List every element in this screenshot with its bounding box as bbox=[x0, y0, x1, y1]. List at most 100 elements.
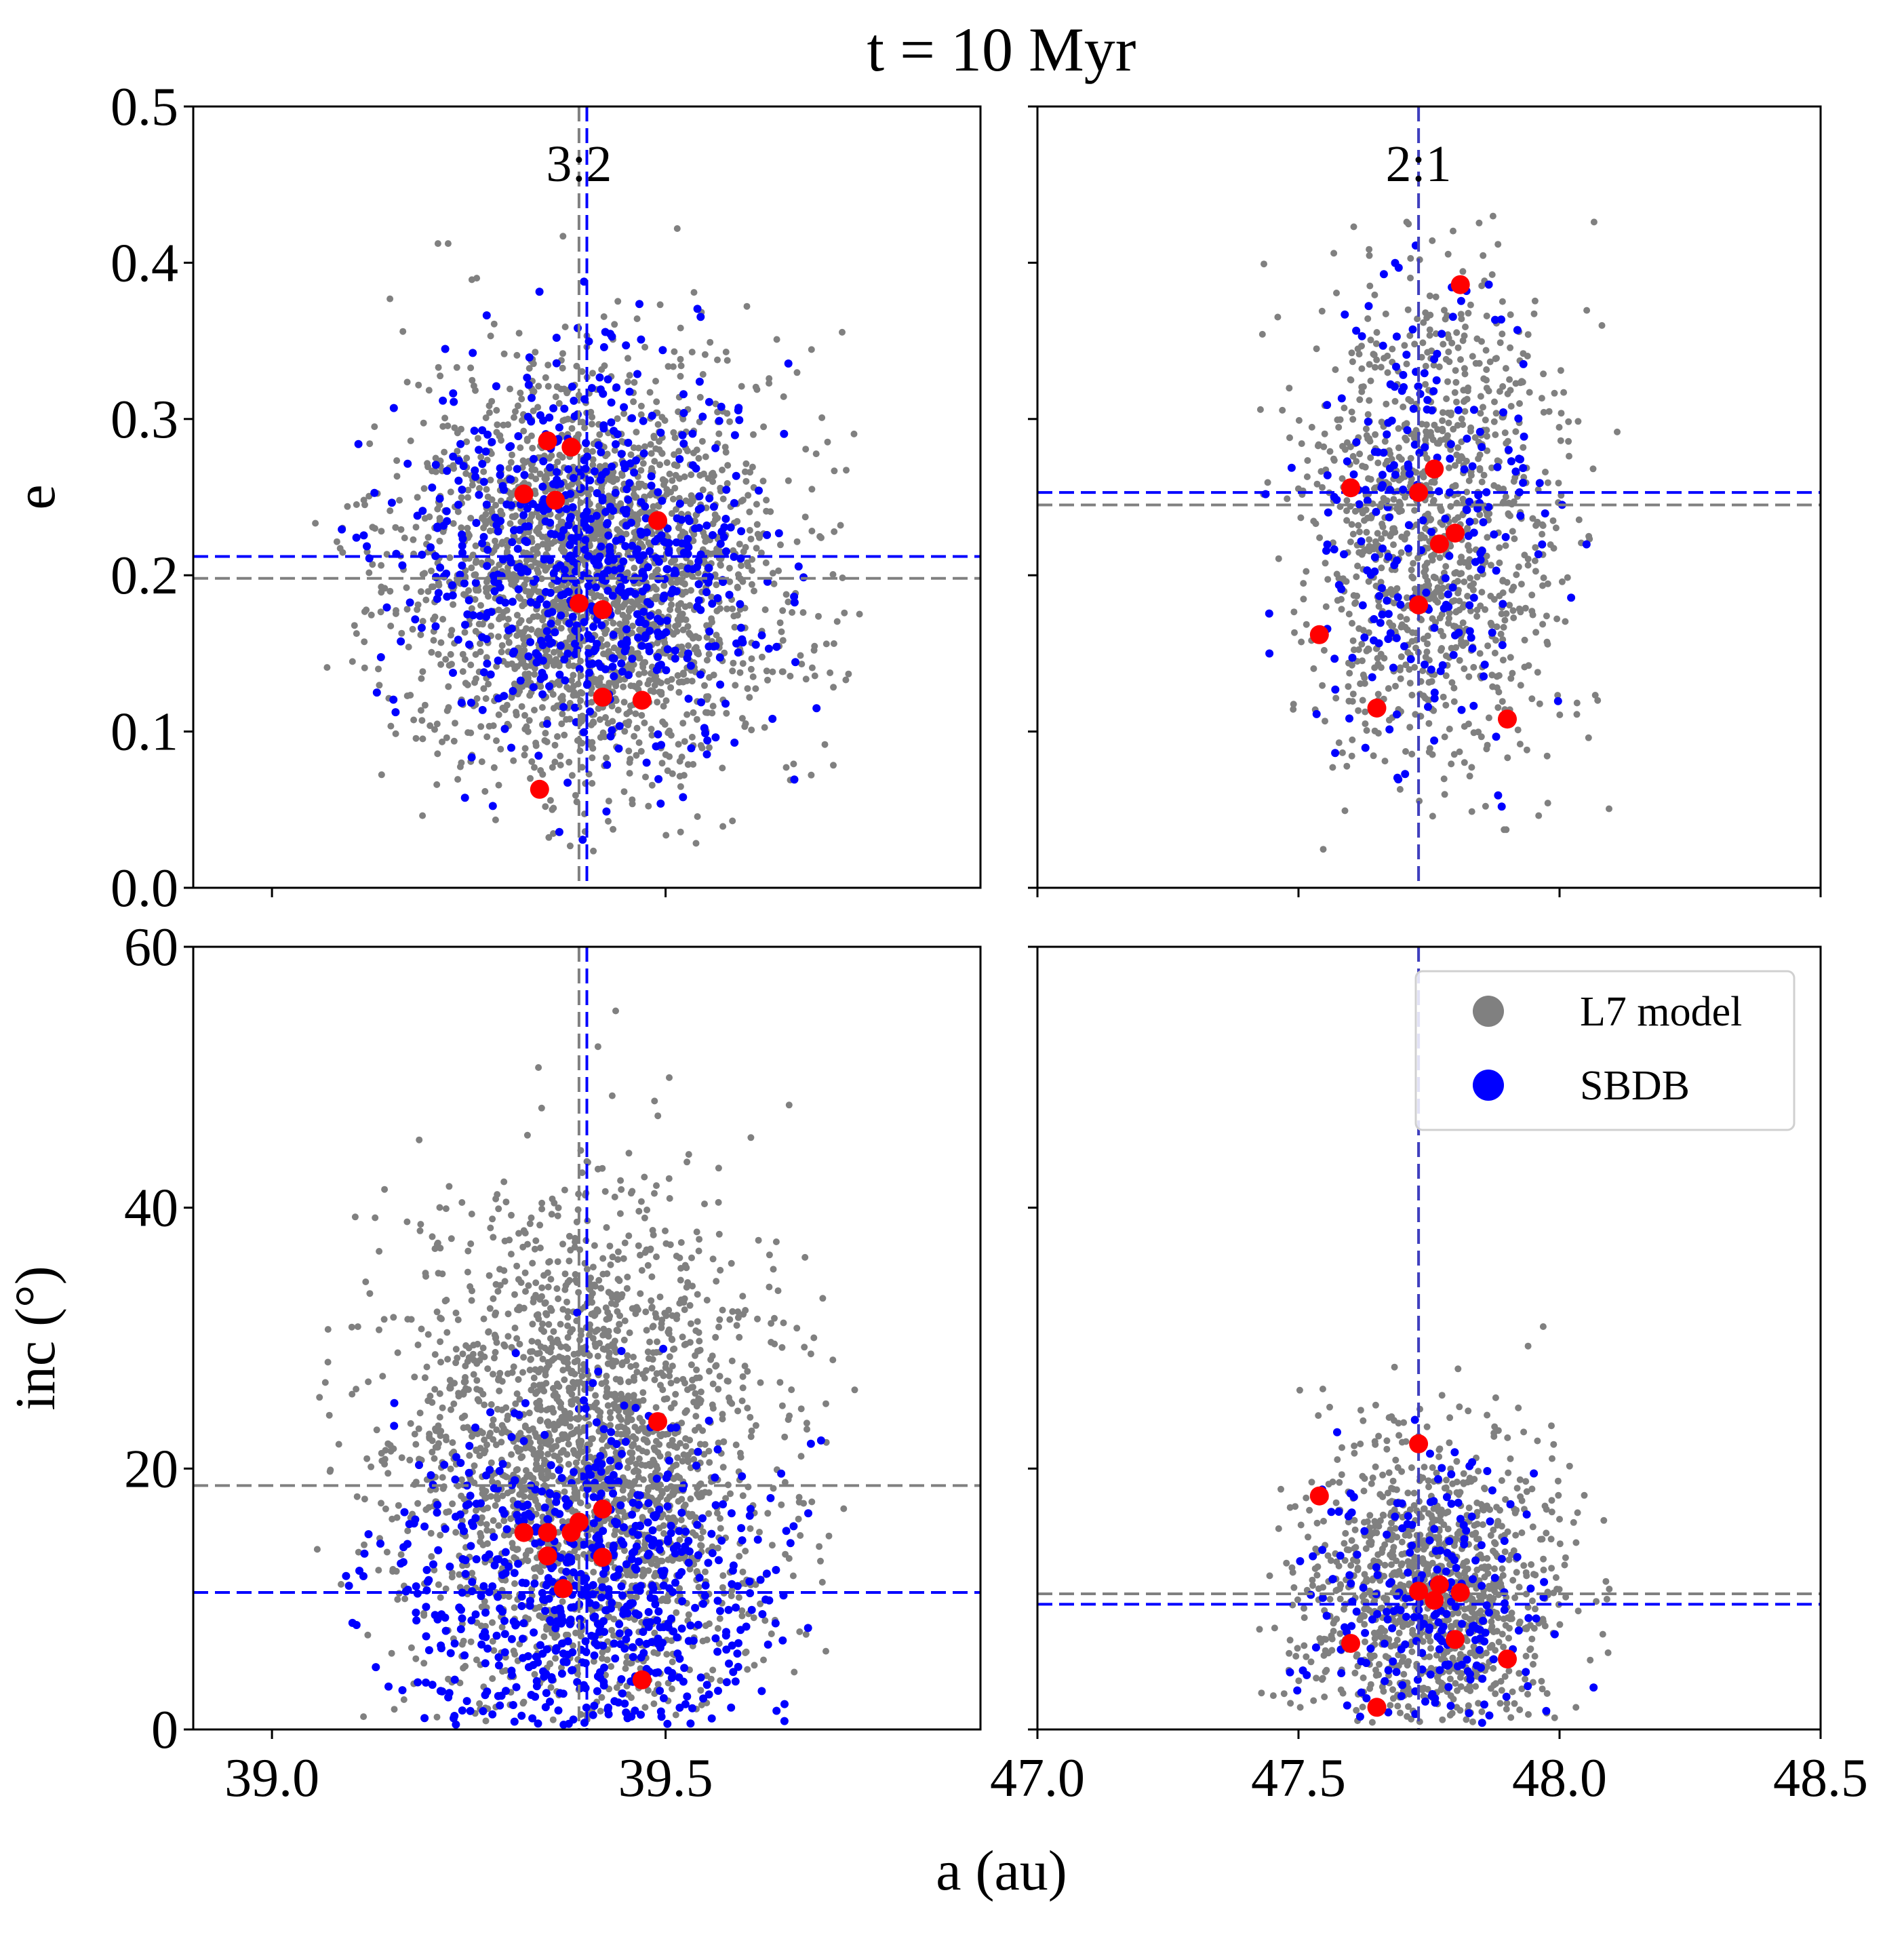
model-point bbox=[525, 670, 532, 678]
model-point bbox=[778, 628, 785, 635]
model-point bbox=[409, 625, 416, 633]
model-point bbox=[1554, 692, 1562, 699]
model-point bbox=[1429, 237, 1436, 244]
model-point bbox=[736, 669, 744, 676]
model-point bbox=[525, 1409, 533, 1417]
sbdb-point bbox=[570, 396, 578, 405]
model-point bbox=[477, 453, 485, 461]
model-point bbox=[682, 497, 690, 505]
model-point bbox=[693, 1228, 700, 1236]
model-point bbox=[1465, 309, 1472, 317]
model-point bbox=[1408, 566, 1415, 574]
sbdb-point bbox=[620, 403, 629, 412]
model-point bbox=[475, 621, 483, 628]
model-point bbox=[425, 387, 433, 394]
sbdb-point bbox=[608, 663, 617, 671]
model-point bbox=[477, 602, 484, 609]
sbdb-point bbox=[1499, 600, 1507, 608]
model-point bbox=[549, 599, 557, 606]
model-point bbox=[1393, 585, 1401, 592]
model-point bbox=[1410, 560, 1417, 567]
model-point bbox=[1614, 428, 1621, 435]
sbdb-point bbox=[1497, 315, 1505, 324]
sbdb-point bbox=[607, 418, 616, 427]
highlighted-point bbox=[593, 600, 612, 619]
model-point bbox=[1499, 698, 1506, 705]
sbdb-point bbox=[1370, 448, 1379, 456]
model-point bbox=[691, 646, 698, 653]
model-point bbox=[627, 451, 635, 458]
model-point bbox=[393, 473, 401, 480]
model-point bbox=[1461, 665, 1468, 672]
sbdb-point bbox=[454, 476, 463, 485]
model-point bbox=[1528, 591, 1536, 599]
model-point bbox=[631, 732, 638, 740]
model-point bbox=[688, 678, 696, 685]
sbdb-point bbox=[562, 505, 571, 513]
model-point bbox=[1544, 580, 1551, 587]
model-point bbox=[1494, 241, 1502, 248]
model-point bbox=[481, 1401, 488, 1409]
model-point bbox=[686, 1302, 694, 1309]
sbdb-point bbox=[487, 608, 496, 617]
sbdb-point bbox=[790, 775, 799, 784]
model-point bbox=[387, 722, 395, 730]
sbdb-point bbox=[1399, 485, 1408, 494]
model-point bbox=[1371, 364, 1379, 371]
sbdb-point bbox=[1345, 714, 1353, 723]
model-point bbox=[610, 600, 618, 607]
model-point bbox=[520, 427, 528, 435]
model-point bbox=[1558, 410, 1565, 417]
sbdb-point bbox=[633, 610, 641, 619]
model-point bbox=[1366, 435, 1373, 442]
sbdb-point bbox=[1337, 394, 1346, 403]
model-point bbox=[798, 661, 806, 668]
sbdb-point bbox=[1490, 530, 1499, 539]
model-point bbox=[676, 475, 683, 482]
model-point bbox=[445, 704, 452, 711]
model-point bbox=[392, 730, 399, 737]
sbdb-point bbox=[603, 519, 612, 528]
sbdb-point bbox=[1492, 566, 1501, 575]
model-point bbox=[841, 609, 848, 617]
model-point bbox=[656, 446, 663, 454]
model-point bbox=[1544, 640, 1551, 648]
sbdb-point bbox=[483, 545, 492, 554]
model-point bbox=[669, 1658, 676, 1666]
model-point bbox=[1424, 349, 1431, 356]
model-point bbox=[474, 435, 481, 442]
sbdb-point bbox=[580, 728, 589, 737]
model-point bbox=[1357, 549, 1365, 556]
model-point bbox=[742, 477, 750, 485]
model-point bbox=[498, 540, 505, 547]
model-point bbox=[694, 1291, 701, 1298]
highlighted-point bbox=[1409, 483, 1429, 503]
model-point bbox=[552, 393, 559, 401]
model-point bbox=[403, 584, 410, 591]
model-point bbox=[452, 720, 458, 727]
model-point bbox=[517, 617, 525, 624]
model-point bbox=[1468, 764, 1475, 771]
model-point bbox=[1437, 593, 1445, 600]
model-point bbox=[719, 1572, 727, 1580]
sbdb-point bbox=[1390, 561, 1399, 570]
sbdb-point bbox=[1377, 584, 1386, 593]
model-point bbox=[557, 762, 564, 768]
sbdb-point bbox=[1430, 694, 1439, 703]
sbdb-point bbox=[552, 564, 561, 572]
model-point bbox=[420, 419, 427, 427]
series-l7-model bbox=[1256, 212, 1621, 853]
model-point bbox=[495, 606, 502, 614]
sbdb-point bbox=[1520, 432, 1528, 441]
sbdb-point bbox=[593, 489, 601, 498]
model-point bbox=[578, 368, 586, 375]
model-point bbox=[740, 548, 747, 555]
model-point bbox=[666, 470, 673, 477]
model-point bbox=[650, 503, 657, 510]
model-point bbox=[549, 806, 556, 813]
sbdb-point bbox=[637, 528, 646, 536]
sbdb-point bbox=[1393, 710, 1401, 719]
model-point bbox=[647, 441, 654, 448]
model-point bbox=[469, 376, 476, 384]
sbdb-point bbox=[735, 416, 744, 425]
